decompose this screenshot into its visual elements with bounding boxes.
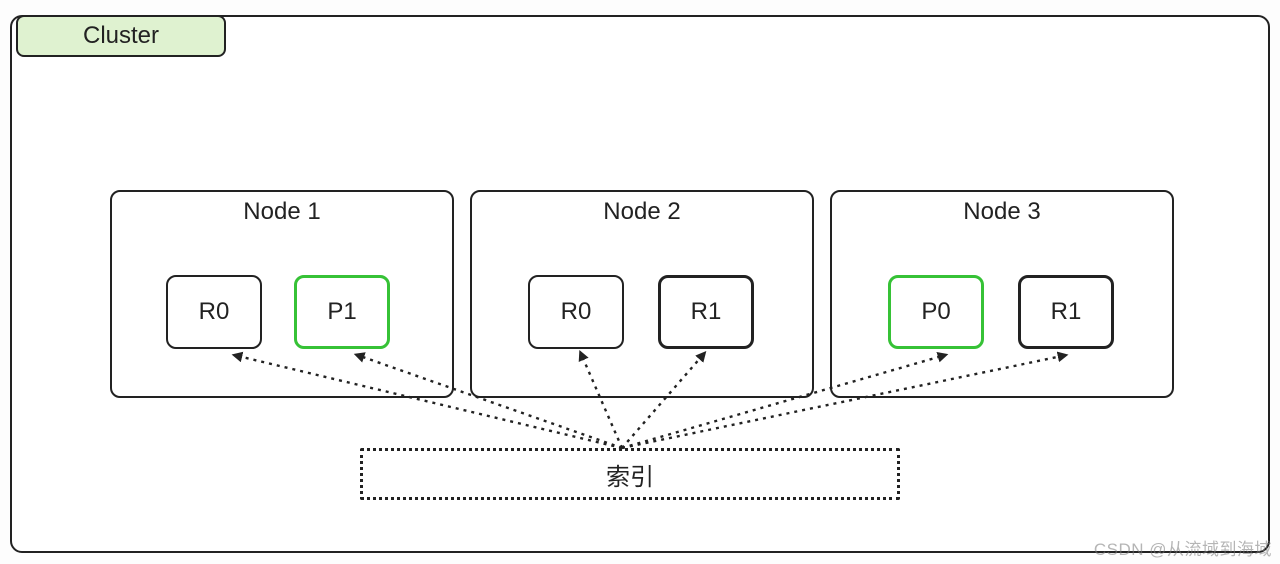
- index-label: 索引: [363, 457, 897, 492]
- cluster-title: Cluster: [16, 15, 226, 57]
- shard-label: R0: [561, 298, 592, 326]
- shard-box: P0: [888, 275, 984, 349]
- shard-box: P1: [294, 275, 390, 349]
- shard-box: R0: [528, 275, 624, 349]
- shard-label: P1: [327, 298, 356, 326]
- index-box: 索引: [360, 448, 900, 500]
- shard-box: R1: [1018, 275, 1114, 349]
- shard-label: P0: [921, 298, 950, 326]
- shard-box: R0: [166, 275, 262, 349]
- node-label: Node 3: [832, 198, 1172, 226]
- shard-label: R1: [1051, 298, 1082, 326]
- node-box-2: Node 2: [470, 190, 814, 398]
- diagram-canvas: Cluster Node 1 Node 2 Node 3 R0 P1 R0 R1…: [0, 0, 1280, 564]
- node-box-1: Node 1: [110, 190, 454, 398]
- node-box-3: Node 3: [830, 190, 1174, 398]
- shard-box: R1: [658, 275, 754, 349]
- shard-label: R0: [199, 298, 230, 326]
- node-label: Node 1: [112, 198, 452, 226]
- node-label: Node 2: [472, 198, 812, 226]
- shard-label: R1: [691, 298, 722, 326]
- cluster-label: Cluster: [18, 22, 224, 50]
- watermark-text: CSDN @从流域到海域: [1094, 535, 1272, 560]
